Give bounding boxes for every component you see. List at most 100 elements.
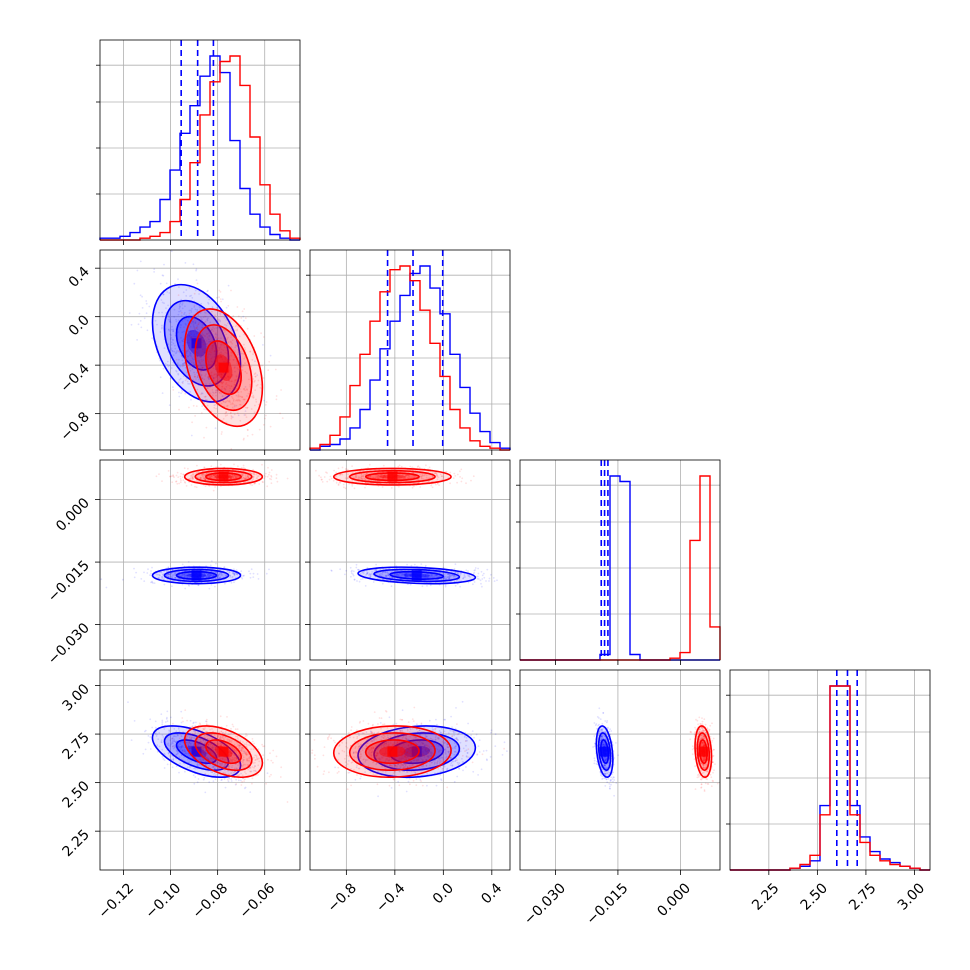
scatter-point [436,478,439,481]
scatter-point [159,376,162,379]
scatter-point [173,744,176,747]
scatter-point [208,377,210,380]
scatter-point [216,476,219,478]
scatter-point [149,748,152,750]
scatter-point [318,474,320,477]
scatter-point [188,739,191,741]
scatter-point [196,308,199,311]
scatter-point [151,580,153,583]
scatter-point [208,329,211,332]
scatter-point [453,472,456,475]
scatter-point [147,735,150,737]
scatter-point [236,384,239,387]
scatter-point [207,574,209,576]
scatter-point [161,577,164,579]
scatter-point [163,263,165,266]
scatter-point [225,574,228,577]
scatter-point [139,260,142,263]
scatter-point [210,574,213,576]
scatter-point [185,354,188,357]
scatter-point [172,735,175,738]
scatter-point [229,477,232,480]
scatter-point [199,368,202,370]
scatter-point [227,304,230,307]
scatter-point [220,402,223,405]
scatter-point [457,572,460,575]
scatter-point [143,317,146,320]
scatter-point [366,572,369,575]
scatter-point [220,352,223,355]
scatter-point [402,572,404,575]
scatter-point [438,484,440,487]
scatter-point [168,573,171,576]
scatter-point [190,484,193,486]
scatter-point [214,474,217,476]
scatter-point [183,756,185,758]
scatter-point [192,474,195,476]
scatter-point [253,483,256,485]
scatter-point [215,394,217,397]
scatter-point [172,330,175,332]
scatter-point [199,738,202,741]
scatter-point [203,466,206,469]
scatter-point [235,576,237,579]
scatter-point [218,572,221,575]
scatter-point [235,375,238,378]
scatter-point [215,476,218,479]
scatter-point [161,723,164,726]
scatter-point [448,575,451,578]
scatter-point [176,350,178,352]
scatter-point [193,782,196,785]
scatter-point [135,571,138,574]
scatter-point [382,474,385,477]
scatter-point [219,715,222,718]
scatter-point [214,475,217,478]
scatter-point [249,572,252,575]
scatter-point [214,571,216,573]
scatter-point [234,325,237,328]
scatter-point [179,305,182,308]
scatter-point [196,781,199,784]
scatter-point [229,365,232,368]
scatter-point [197,748,200,751]
scatter-point [366,573,369,575]
scatter-point [182,344,185,347]
scatter-point [427,575,430,578]
scatter-point [212,780,215,783]
scatter-point [210,351,213,354]
scatter-point [252,396,255,398]
scatter-point [420,475,423,478]
scatter-point [203,746,206,749]
scatter-point [158,576,160,579]
scatter-point [253,411,256,414]
scatter-point [195,269,198,272]
scatter-point [204,479,207,481]
scatter-point [163,759,166,761]
scatter-point [204,485,207,488]
scatter-point [204,791,207,794]
scatter-point [166,720,169,723]
scatter-point [229,576,232,578]
scatter-point [216,338,218,340]
scatter-point [250,770,253,773]
scatter-point [203,477,206,480]
scatter-point [220,433,223,435]
scatter-point [210,375,213,378]
scatter-point [469,576,471,578]
scatter-point [220,373,223,376]
scatter-point [212,749,215,752]
scatter-point [218,573,221,576]
scatter-point [201,332,204,335]
scatter-point [171,575,174,577]
scatter-point [208,474,211,477]
scatter-point [203,734,206,737]
scatter-point [184,574,187,577]
scatter-point [423,576,425,579]
scatter-point [189,391,192,393]
scatter-point [187,330,190,333]
panel-1-0-content [128,250,284,450]
scatter-point [254,769,257,772]
scatter-point [174,572,177,575]
scatter-point [269,425,272,428]
scatter-point [220,348,223,351]
